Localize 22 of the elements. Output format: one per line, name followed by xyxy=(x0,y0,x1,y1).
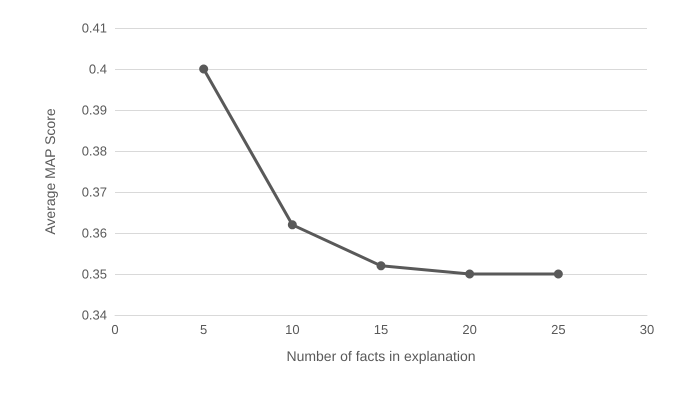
y-tick-label: 0.38 xyxy=(82,144,107,158)
point xyxy=(554,270,563,278)
x-tick-label: 5 xyxy=(200,322,208,337)
y-tick-label: 0.41 xyxy=(82,20,107,36)
x-tick-label: 25 xyxy=(551,322,566,337)
y-tick-label: 0.37 xyxy=(82,184,107,200)
y-tick-label: 0.4 xyxy=(88,62,107,76)
y-tick-label: 0.34 xyxy=(82,308,107,322)
y-tick-label: 0.39 xyxy=(82,102,107,118)
x-tick-label: 10 xyxy=(285,322,300,337)
point xyxy=(465,270,474,278)
x-tick-label: 0 xyxy=(111,322,119,337)
point xyxy=(288,220,297,230)
x-axis-title: Number of facts in explanation xyxy=(286,348,476,364)
y-axis-title: Average MAP Score xyxy=(42,108,58,235)
point xyxy=(199,64,208,74)
x-tick-label: 15 xyxy=(374,322,388,337)
x-tick-label: 20 xyxy=(462,322,477,337)
y-tick-label: 0.35 xyxy=(82,266,107,282)
x-tick-label: 30 xyxy=(640,322,654,337)
y-tick-label: 0.36 xyxy=(82,226,107,240)
point xyxy=(376,261,386,270)
